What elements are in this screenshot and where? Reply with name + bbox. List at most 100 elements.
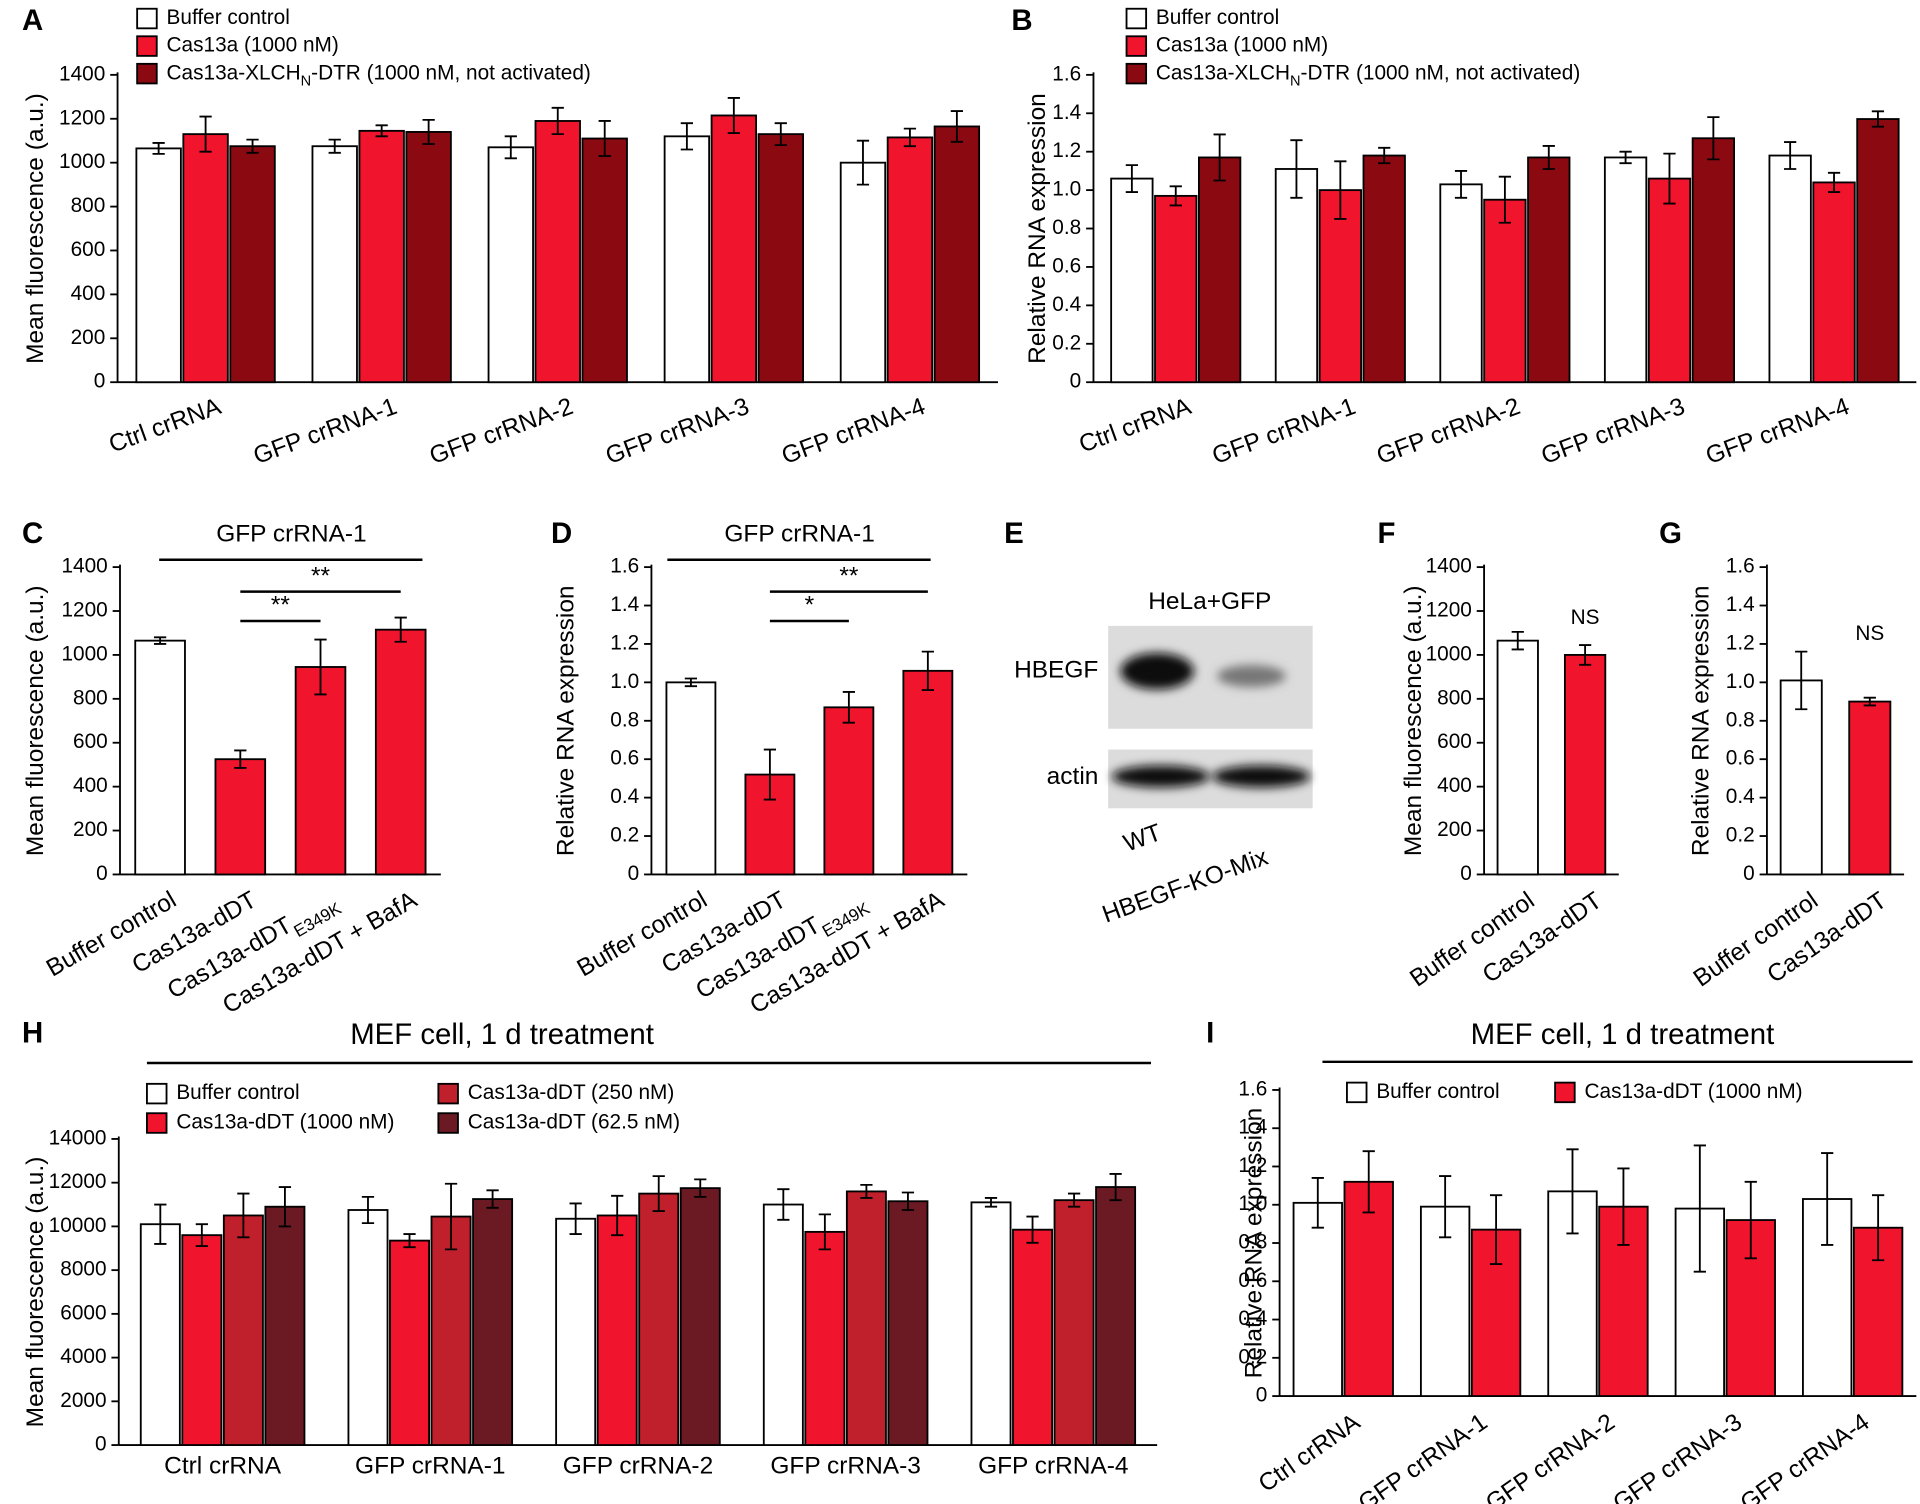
legend-swatch xyxy=(146,1112,168,1134)
bar xyxy=(430,1215,472,1446)
legend-swatch xyxy=(437,1112,459,1134)
error-bar xyxy=(1378,146,1391,165)
bar xyxy=(1274,168,1319,384)
error-bar xyxy=(1125,164,1138,193)
y-tick-label: 800 xyxy=(71,194,106,217)
y-tick-label: 1000 xyxy=(61,642,107,665)
x-tick-label: GFP crRNA-3 xyxy=(602,393,753,470)
error-bar xyxy=(153,636,167,645)
legend-swatch xyxy=(1346,1081,1368,1104)
blot-band xyxy=(1212,765,1311,788)
x-tick-label: GFP crRNA-3 xyxy=(1608,1409,1747,1504)
error-bar xyxy=(504,135,517,160)
chart-title: MEF cell, 1 d treatment xyxy=(350,1018,654,1051)
y-tick-label: 14000 xyxy=(49,1126,107,1149)
y-axis-title: Relative RNA expression xyxy=(552,585,579,856)
bar xyxy=(1362,154,1406,384)
y-tick-label: 1.4 xyxy=(1238,1116,1267,1139)
error-bar xyxy=(1784,141,1797,170)
error-bar xyxy=(611,1194,624,1237)
error-bar xyxy=(278,1186,292,1228)
y-tick-label: 800 xyxy=(1437,686,1472,709)
bar xyxy=(229,145,276,384)
bar xyxy=(757,133,804,384)
y-tick-label: 0.6 xyxy=(610,747,639,770)
bar xyxy=(1779,679,1823,876)
error-bar xyxy=(1617,1167,1630,1246)
error-bar xyxy=(1362,1150,1375,1214)
bar xyxy=(638,1192,680,1446)
error-bar xyxy=(154,1203,167,1245)
error-bar xyxy=(984,1197,998,1208)
bar xyxy=(1343,1180,1394,1397)
error-bar xyxy=(1872,1194,1885,1262)
error-bar xyxy=(444,1182,458,1251)
bar xyxy=(1095,1186,1137,1446)
y-tick-label: 1.0 xyxy=(610,670,639,693)
y-tick-label: 0.4 xyxy=(1052,293,1081,316)
bar xyxy=(405,131,452,384)
y-tick-label: 1.0 xyxy=(1052,178,1081,201)
y-tick-label: 1.6 xyxy=(1052,62,1081,85)
bar xyxy=(347,1209,389,1446)
y-tick-label: 10000 xyxy=(49,1214,107,1237)
error-bar xyxy=(569,1202,582,1235)
panel-label: B xyxy=(1011,4,1032,37)
y-tick-label: 1000 xyxy=(59,150,105,173)
y-tick-label: 200 xyxy=(73,818,108,841)
bar xyxy=(1053,1199,1095,1446)
bar xyxy=(264,1205,306,1446)
error-bar xyxy=(680,122,694,151)
bar xyxy=(182,133,229,384)
y-tick-label: 1.4 xyxy=(610,593,639,616)
bar xyxy=(823,706,875,876)
y-axis-title: Relative RNA expression xyxy=(1241,1108,1268,1379)
bar xyxy=(839,161,887,384)
bar xyxy=(1527,156,1571,384)
bar xyxy=(389,1239,430,1446)
panel-label: C xyxy=(22,517,43,550)
x-tick-label: GFP crRNA-2 xyxy=(1373,393,1524,470)
blot-band xyxy=(1111,765,1210,788)
x-tick-label: GFP crRNA-3 xyxy=(1538,393,1689,470)
legend-swatch xyxy=(1125,62,1148,85)
bar xyxy=(181,1234,223,1446)
y-tick-label: 1.0 xyxy=(1238,1192,1267,1215)
error-bar xyxy=(1489,1194,1503,1265)
error-bar xyxy=(818,1213,831,1251)
error-bar xyxy=(422,118,435,145)
panel-label: D xyxy=(551,517,572,550)
legend-label: Cas13a (1000 nM) xyxy=(1156,34,1328,57)
error-bar xyxy=(1542,145,1555,170)
error-bar xyxy=(1169,185,1182,207)
error-bar xyxy=(1693,1144,1706,1273)
error-bar xyxy=(727,96,740,134)
error-bar xyxy=(856,139,870,186)
y-tick-label: 400 xyxy=(71,282,106,305)
y-tick-label: 0.8 xyxy=(1238,1231,1267,1254)
bar xyxy=(135,147,182,384)
y-tick-label: 4000 xyxy=(60,1345,106,1368)
error-bar xyxy=(1067,1192,1081,1208)
x-tick-label: GFP crRNA-2 xyxy=(426,393,577,470)
error-bar xyxy=(901,1191,915,1211)
blot-lane-label: HBEGF-KO-Mix xyxy=(1099,844,1272,929)
error-bar xyxy=(486,1189,499,1209)
panel-label: H xyxy=(22,1017,43,1050)
bar xyxy=(1198,156,1242,384)
x-tick-label: GFP crRNA-3 xyxy=(770,1453,920,1480)
y-tick-label: 8000 xyxy=(60,1258,106,1281)
y-tick-label: 400 xyxy=(73,774,108,797)
error-bar xyxy=(394,616,407,643)
bar xyxy=(294,666,347,876)
y-tick-label: 0.6 xyxy=(1238,1269,1267,1292)
legend-label-part: -DTR (1000 nM, not activated) xyxy=(311,61,591,84)
legend-label: Buffer control xyxy=(176,1081,299,1104)
y-tick-label: 0 xyxy=(96,862,108,885)
error-bar xyxy=(598,120,611,158)
y-tick-label: 1200 xyxy=(1426,599,1472,622)
x-tick-label: GFP crRNA-4 xyxy=(778,393,929,470)
legend-label: Buffer control xyxy=(167,6,290,29)
blot-row-label: actin xyxy=(1047,763,1099,790)
error-bar xyxy=(1109,1173,1122,1202)
